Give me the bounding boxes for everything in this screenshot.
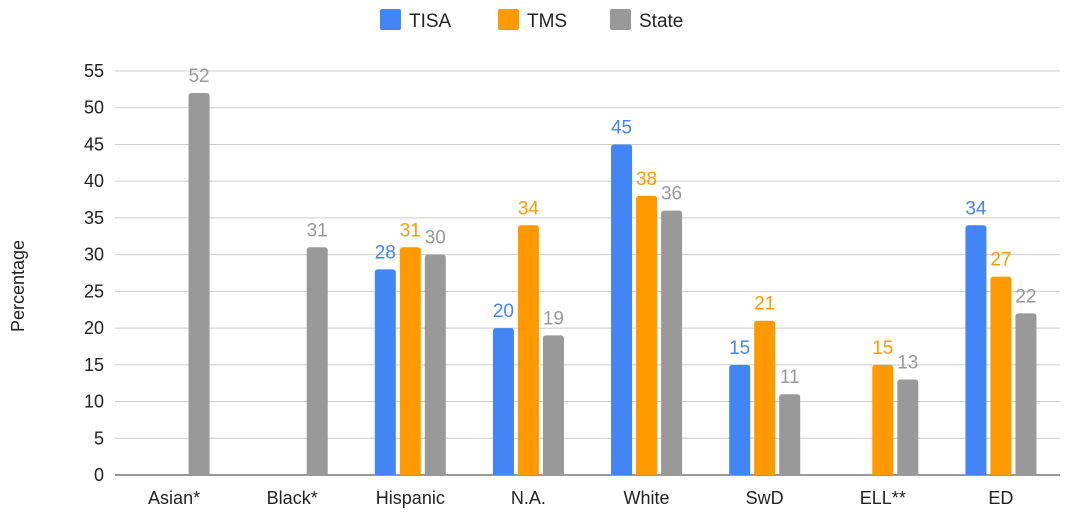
bar-tms-swd	[754, 320, 776, 475]
x-tick-label: ED	[988, 488, 1013, 508]
data-label: 15	[729, 338, 750, 359]
y-tick-label: 40	[84, 171, 104, 191]
data-label: 38	[636, 169, 657, 190]
data-label: 19	[543, 308, 564, 329]
bar-tisa-white	[611, 144, 633, 476]
bar-tms-white	[636, 195, 658, 475]
bar-state-hispanic	[424, 254, 446, 475]
data-label: 11	[780, 367, 800, 388]
x-tick-label: Hispanic	[376, 488, 445, 508]
bar-tms-ell	[872, 364, 894, 475]
x-tick-label: ELL**	[860, 488, 906, 508]
bar-tisa-swd	[729, 364, 751, 475]
data-label: 27	[990, 250, 1011, 271]
bar-tisa-hispanic	[374, 269, 396, 475]
legend: TISA TMS State	[380, 9, 683, 32]
x-axis-ticks: Asian* Black* Hispanic N.A. White SwD ELL** ED	[148, 488, 1013, 508]
x-tick-label: SwD	[746, 488, 784, 508]
legend-label-tms: TMS	[527, 11, 567, 32]
bar-tisa-ed	[965, 225, 987, 475]
bar-state-black	[306, 247, 328, 475]
y-tick-label: 45	[84, 134, 104, 154]
bar-state-na	[542, 335, 564, 475]
bars	[188, 93, 1037, 476]
data-label: 45	[611, 117, 632, 138]
data-label: 31	[400, 220, 421, 241]
y-tick-label: 20	[84, 318, 104, 338]
y-axis-label: Percentage	[8, 240, 28, 332]
legend-label-tisa: TISA	[409, 11, 452, 32]
y-tick-label: 35	[84, 208, 104, 228]
legend-label-state: State	[639, 11, 683, 32]
data-label: 52	[188, 66, 209, 87]
bar-tisa-na	[492, 328, 514, 475]
bar-tms-hispanic	[399, 247, 421, 475]
x-tick-label: N.A.	[511, 488, 546, 508]
bar-state-ed	[1015, 313, 1037, 475]
data-label: 20	[493, 301, 514, 322]
bar-tms-na	[517, 225, 539, 475]
data-label: 15	[872, 338, 893, 359]
y-tick-label: 55	[84, 61, 104, 81]
bar-state-white	[661, 210, 683, 475]
bar-state-ell	[897, 379, 919, 475]
data-label: 28	[375, 242, 396, 263]
x-tick-label: Asian*	[148, 488, 200, 508]
data-label: 34	[965, 198, 987, 219]
data-label: 34	[518, 198, 540, 219]
gridlines	[115, 70, 1060, 476]
data-label: 36	[661, 184, 682, 205]
data-label: 31	[307, 220, 328, 241]
y-tick-label: 50	[84, 98, 104, 118]
y-tick-label: 5	[94, 428, 104, 448]
y-tick-label: 0	[94, 465, 104, 485]
data-label: 21	[754, 294, 775, 315]
bar-state-asian	[188, 93, 210, 475]
legend-swatch-state	[610, 9, 631, 30]
x-tick-label: White	[624, 488, 670, 508]
y-tick-label: 30	[84, 245, 104, 265]
data-label: 30	[425, 228, 446, 249]
legend-swatch-tisa	[380, 9, 401, 30]
data-label: 22	[1015, 286, 1036, 307]
bar-state-swd	[779, 394, 801, 475]
legend-swatch-tms	[498, 9, 519, 30]
y-axis-ticks: 0 5 10 15 20 25 30 35 40 45 50 55	[84, 61, 104, 485]
y-tick-label: 25	[84, 281, 104, 301]
x-tick-label: Black*	[267, 488, 318, 508]
data-label: 13	[897, 353, 918, 374]
y-tick-label: 15	[84, 355, 104, 375]
bar-tms-ed	[990, 276, 1012, 475]
y-tick-label: 10	[84, 392, 104, 412]
